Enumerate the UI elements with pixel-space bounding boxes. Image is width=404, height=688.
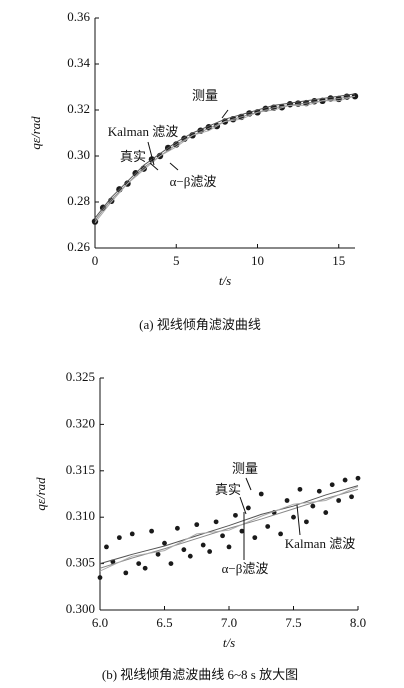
- annotation-leader: [147, 141, 155, 166]
- annotation-leader: [149, 162, 159, 171]
- y-axis-label: qε/rad: [33, 477, 48, 511]
- x-axis-label: t/s: [223, 635, 235, 650]
- series-annotation: Kalman 滤波: [285, 536, 355, 551]
- measurement-point: [220, 533, 225, 539]
- y-tick-label: 0.30: [67, 147, 90, 162]
- x-tick-label: 6.5: [156, 615, 172, 630]
- measurement-point: [116, 535, 122, 541]
- measurement-point: [245, 505, 251, 511]
- measurement-point: [142, 565, 148, 571]
- x-tick-label: 7.5: [285, 615, 301, 630]
- x-tick-label: 6.0: [92, 615, 108, 630]
- measurement-point: [336, 498, 342, 503]
- measurement-point: [278, 531, 283, 537]
- annotation-leader: [245, 477, 252, 491]
- annotation-leader: [221, 109, 229, 119]
- y-tick-label: 0.310: [66, 508, 95, 523]
- measurement-point: [355, 475, 361, 481]
- measurement-point: [233, 512, 238, 518]
- measurement-point: [297, 486, 303, 492]
- measurement-point: [149, 528, 155, 534]
- measurement-point: [104, 544, 109, 550]
- y-tick-label: 0.315: [66, 462, 95, 477]
- y-tick-label: 0.320: [66, 415, 95, 430]
- series-annotation: α−β滤波: [222, 561, 269, 576]
- measurement-point: [239, 528, 245, 534]
- measurement-point: [194, 522, 200, 528]
- x-axis-label: t/s: [219, 273, 231, 288]
- measurement-point: [200, 542, 206, 548]
- measurement-point: [316, 488, 322, 494]
- x-tick-label: 15: [332, 253, 345, 268]
- measurement-point: [310, 503, 316, 509]
- x-tick-label: 5: [173, 253, 180, 268]
- measurement-point: [97, 575, 103, 580]
- y-tick-label: 0.28: [67, 193, 90, 208]
- measurement-point: [226, 544, 232, 550]
- measurement-point: [291, 514, 296, 520]
- measurement-point: [155, 551, 161, 557]
- annotation-leader: [296, 504, 301, 536]
- measurement-point: [129, 531, 135, 537]
- measurement-point: [349, 494, 354, 500]
- filter-line: [94, 93, 356, 219]
- y-tick-label: 0.300: [66, 601, 95, 616]
- caption: (a) 视线倾角滤波曲线: [139, 317, 261, 332]
- measurement-point: [213, 519, 219, 525]
- filter-line: [99, 485, 359, 565]
- y-tick-label: 0.305: [66, 555, 95, 570]
- series-annotation: 真实: [215, 482, 241, 497]
- y-tick-label: 0.26: [67, 239, 90, 254]
- measurement-point: [323, 510, 329, 515]
- measurement-point: [304, 519, 309, 525]
- y-tick-label: 0.325: [66, 369, 95, 384]
- measurement-point: [187, 553, 193, 559]
- measurement-point: [329, 482, 335, 488]
- annotation-leader: [239, 496, 247, 515]
- measurement-point: [252, 535, 258, 541]
- measurement-point: [123, 570, 129, 576]
- series-annotation: 真实: [120, 149, 146, 164]
- measurement-point: [136, 561, 142, 566]
- x-tick-label: 10: [251, 253, 264, 268]
- y-axis-label: qε/rad: [28, 116, 43, 150]
- y-tick-label: 0.36: [67, 9, 90, 24]
- x-tick-label: 0: [92, 253, 99, 268]
- series-annotation: 测量: [232, 461, 258, 476]
- measurement-point: [258, 491, 264, 497]
- caption: (b) 视线倾角滤波曲线 6~8 s 放大图: [102, 667, 298, 682]
- measurement-point: [162, 540, 167, 546]
- measurement-point: [342, 477, 348, 483]
- annotation-leader: [169, 162, 179, 171]
- measurement-point: [168, 561, 174, 566]
- series-annotation: Kalman 滤波: [108, 124, 178, 139]
- series-annotation: 测量: [192, 88, 218, 103]
- y-tick-label: 0.34: [67, 55, 90, 70]
- series-annotation: α−β滤波: [170, 174, 217, 189]
- measurement-point: [265, 524, 271, 529]
- y-tick-label: 0.32: [67, 101, 90, 116]
- measurement-point: [207, 549, 213, 554]
- filter-line: [99, 486, 359, 572]
- measurement-point: [181, 547, 187, 553]
- measurement-point: [175, 525, 180, 531]
- measurement-point: [284, 498, 290, 503]
- x-tick-label: 8.0: [350, 615, 366, 630]
- filter-line: [94, 95, 356, 224]
- x-tick-label: 7.0: [221, 615, 237, 630]
